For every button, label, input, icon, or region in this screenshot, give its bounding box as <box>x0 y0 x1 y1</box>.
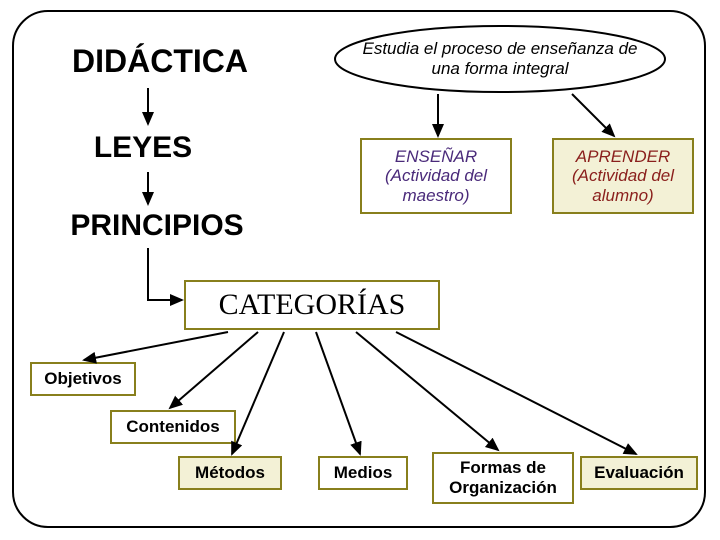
node-categorias-label: CATEGORÍAS <box>219 288 406 323</box>
node-leyes-label: LEYES <box>94 131 192 166</box>
node-medios: Medios <box>318 456 408 490</box>
node-didactica: DIDÁCTICA <box>40 38 280 84</box>
node-evaluacion-label: Evaluación <box>594 463 684 483</box>
node-categorias: CATEGORÍAS <box>184 280 440 330</box>
node-metodos-label: Métodos <box>195 463 265 483</box>
node-objetivos-label: Objetivos <box>44 369 121 389</box>
node-evaluacion: Evaluación <box>580 456 698 490</box>
node-formas: Formas de Organización <box>432 452 574 504</box>
node-didactica-label: DIDÁCTICA <box>72 43 248 80</box>
node-medios-label: Medios <box>334 463 393 483</box>
node-formas-label: Formas de Organización <box>440 458 566 497</box>
node-ensenar-label: ENSEÑAR (Actividad del maestro) <box>368 147 504 206</box>
node-aprender-label: APRENDER (Actividad del alumno) <box>560 147 686 206</box>
node-leyes: LEYES <box>68 128 218 168</box>
node-objetivos: Objetivos <box>30 362 136 396</box>
node-estudia-label: Estudia el proceso de enseñanza de una f… <box>359 39 641 78</box>
node-contenidos-label: Contenidos <box>126 417 220 437</box>
node-metodos: Métodos <box>178 456 282 490</box>
node-aprender: APRENDER (Actividad del alumno) <box>552 138 694 214</box>
node-estudia: Estudia el proceso de enseñanza de una f… <box>335 26 665 92</box>
node-contenidos: Contenidos <box>110 410 236 444</box>
node-ensenar: ENSEÑAR (Actividad del maestro) <box>360 138 512 214</box>
node-principios: PRINCIPIOS <box>38 206 276 246</box>
node-principios-label: PRINCIPIOS <box>70 209 243 244</box>
